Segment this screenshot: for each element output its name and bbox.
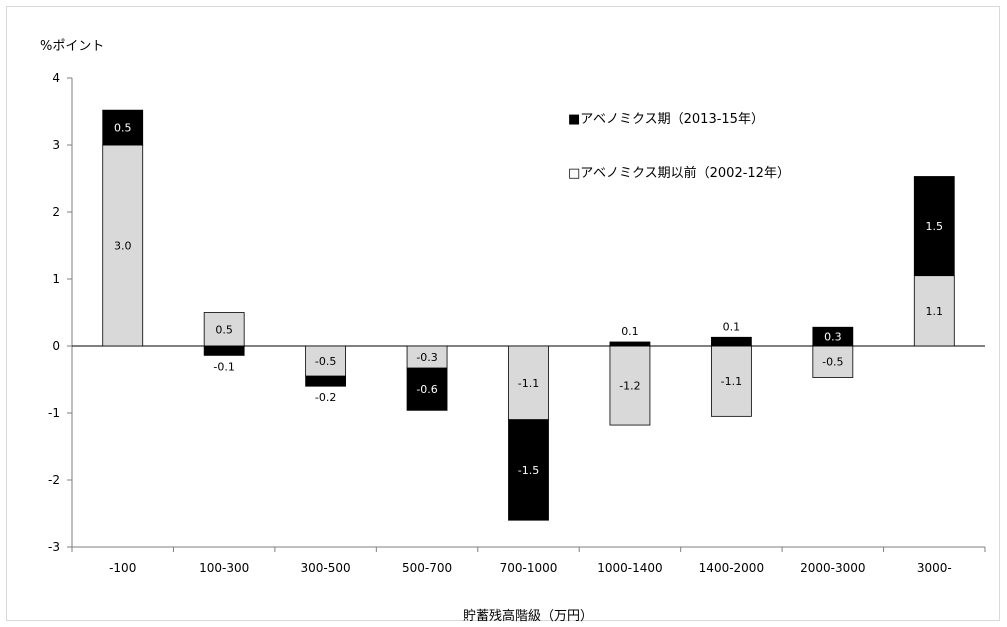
bar-pre-abenomics xyxy=(102,144,144,347)
bar-label-abenomics: -1.5 xyxy=(518,464,539,477)
x-tick-label: -100 xyxy=(109,561,136,575)
bar-label-abenomics: 0.1 xyxy=(621,325,639,338)
bar-label-abenomics: 1.5 xyxy=(926,220,944,233)
bar-label-pre-abenomics: -0.5 xyxy=(822,356,843,369)
bar-label-pre-abenomics: -0.3 xyxy=(416,351,437,364)
bar-pre-abenomics xyxy=(203,312,245,347)
bar-abenomics xyxy=(913,176,955,277)
bar-label-pre-abenomics: -1.2 xyxy=(619,380,640,393)
bar-label-pre-abenomics: 0.5 xyxy=(215,323,233,336)
x-tick-label: 2000-3000 xyxy=(800,561,865,575)
y-tick-label: 1 xyxy=(52,272,60,286)
bar-pre-abenomics xyxy=(305,345,347,377)
y-tick-label: 4 xyxy=(52,71,60,85)
x-tick-label: 700-1000 xyxy=(500,561,558,575)
x-tick-label: 1000-1400 xyxy=(597,561,662,575)
bar-label-pre-abenomics: 3.0 xyxy=(114,240,132,253)
bar-abenomics xyxy=(812,326,854,347)
bar-abenomics xyxy=(508,419,549,521)
bar-pre-abenomics xyxy=(609,345,651,426)
bar-pre-abenomics xyxy=(812,345,854,378)
bar-label-abenomics: -0.1 xyxy=(213,360,234,373)
legend-item-abenomics: ■アベノミクス期（2013-15年） xyxy=(568,112,764,127)
legend-item-pre-abenomics: □アベノミクス期以前（2002-12年） xyxy=(568,165,790,181)
bar-labels: 3.0 0.5 0.5 -0.1 -0.5 -0.2 -0.3 -0.6 -1.1 -1.5 -1.… xyxy=(114,122,943,477)
bar-label-abenomics: 0.1 xyxy=(723,320,741,333)
bar-abenomics xyxy=(710,336,752,347)
bar-label-abenomics: 0.3 xyxy=(824,331,842,344)
y-tick-label: 0 xyxy=(52,339,60,353)
x-tick-label: 3000- xyxy=(917,561,952,575)
y-tick-label: 2 xyxy=(52,205,60,219)
bar-pre-abenomics xyxy=(508,345,549,421)
y-tick-label: 3 xyxy=(52,138,60,152)
y-tick-label: -1 xyxy=(48,406,60,420)
x-tick-label: 300-500 xyxy=(301,561,351,575)
bar-label-abenomics: -0.2 xyxy=(315,391,336,404)
bar-abenomics xyxy=(203,345,245,356)
bar-pre-abenomics xyxy=(913,275,955,347)
bar-pre-abenomics xyxy=(710,345,752,417)
x-tick-label: 500-700 xyxy=(402,561,452,575)
bars xyxy=(102,109,955,521)
x-tick-label: 1400-2000 xyxy=(699,561,764,575)
y-tick-label: -2 xyxy=(48,473,60,487)
y-axis-title: %ポイント xyxy=(40,39,104,54)
bar-label-pre-abenomics: -1.1 xyxy=(518,377,539,390)
bar-label-abenomics: -0.6 xyxy=(416,383,437,396)
bar-abenomics xyxy=(305,375,347,387)
bar-abenomics xyxy=(406,367,448,411)
chart-frame xyxy=(6,6,1000,621)
bar-label-pre-abenomics: -0.5 xyxy=(315,355,336,368)
bar-label-abenomics: 0.5 xyxy=(114,122,132,135)
x-axis-title: 貯蓄残高階級（万円） xyxy=(463,608,593,624)
bar-abenomics xyxy=(609,341,651,347)
bar-label-pre-abenomics: -1.1 xyxy=(721,375,742,388)
bar-abenomics xyxy=(102,109,144,146)
x-tick-label: 100-300 xyxy=(199,561,249,575)
bar-label-pre-abenomics: 1.1 xyxy=(926,305,944,318)
y-tick-label: -3 xyxy=(48,540,60,554)
